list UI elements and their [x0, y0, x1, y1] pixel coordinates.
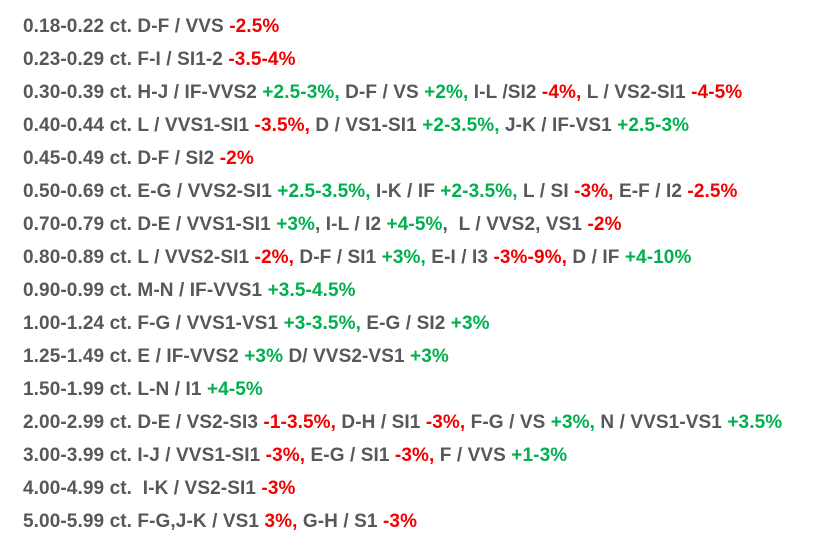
carat-grade-text: 0.80-0.89 ct. L / VVS2-SI1	[23, 247, 255, 268]
price-line: 4.00-4.99 ct. I-K / VS2-SI1 -3%	[23, 472, 826, 505]
price-change-down: -3%,	[394, 445, 435, 466]
price-change-up: +3.5-4.5%	[267, 280, 356, 301]
price-change-down: -3%	[382, 511, 418, 532]
carat-grade-text: F / VVS	[434, 445, 512, 466]
price-line: 1.00-1.24 ct. F-G / VVS1-VS1 +3-3.5%, E-…	[23, 307, 826, 340]
price-change-up: +4-10%	[624, 247, 692, 268]
price-change-up: +3.5%	[727, 412, 783, 433]
carat-grade-text: D-F / VS	[339, 82, 425, 103]
price-line: 3.00-3.99 ct. I-J / VVS1-SI1 -3%, E-G / …	[23, 439, 826, 472]
price-change-down: -3.5-4%	[228, 49, 296, 70]
price-change-down: -3%,	[425, 412, 466, 433]
price-line: 5.00-5.99 ct. F-G,J-K / VS1 3%, G-H / S1…	[23, 505, 826, 538]
carat-grade-text: E-G / SI2	[360, 313, 451, 334]
price-line: 0.18-0.22 ct. D-F / VVS -2.5%	[23, 10, 826, 43]
carat-grade-text: D / VS1-SI1	[310, 115, 423, 136]
price-change-up: +2.5-3.5%,	[277, 181, 371, 202]
price-change-up: +4-5%	[206, 379, 263, 400]
price-change-up: +2.5-3%,	[262, 82, 340, 103]
price-change-up: +3%	[450, 313, 490, 334]
price-line: 0.80-0.89 ct. L / VVS2-SI1 -2%, D-F / SI…	[23, 241, 826, 274]
carat-grade-text: E-I / I3	[425, 247, 494, 268]
carat-grade-text: 0.70-0.79 ct. D-E / VVS1-SI1	[23, 214, 277, 235]
price-line: 0.70-0.79 ct. D-E / VVS1-SI1 +3%, I-L / …	[23, 208, 826, 241]
price-change-down: 3%,	[264, 511, 298, 532]
price-change-up: +3%,	[550, 412, 595, 433]
carat-grade-text: N / VVS1-VS1	[595, 412, 728, 433]
carat-grade-text: 5.00-5.99 ct. F-G,J-K / VS1	[23, 511, 265, 532]
carat-grade-text: 1.50-1.99 ct. L-N / I1	[23, 379, 207, 400]
carat-grade-text: G-H / S1	[297, 511, 383, 532]
carat-grade-text: I-L /SI2	[468, 82, 542, 103]
price-line: 0.90-0.99 ct. M-N / IF-VVS1 +3.5-4.5%	[23, 274, 826, 307]
price-line: 0.30-0.39 ct. H-J / IF-VVS2 +2.5-3%, D-F…	[23, 76, 826, 109]
carat-grade-text: J-K / IF-VS1	[499, 115, 618, 136]
price-change-down: -3%-9%,	[493, 247, 568, 268]
carat-grade-text: L / VS2-SI1	[581, 82, 692, 103]
carat-grade-text: 0.18-0.22 ct. D-F / VVS	[23, 16, 230, 37]
carat-grade-text: , L / VVS2, VS1	[442, 214, 588, 235]
carat-grade-text: 1.25-1.49 ct. E / IF-VVS2	[23, 346, 245, 367]
carat-grade-text: 2.00-2.99 ct. D-E / VS2-SI3	[23, 412, 264, 433]
price-change-down: -3.5%,	[254, 115, 311, 136]
carat-grade-text: D-H / SI1	[336, 412, 426, 433]
price-change-up: +4-5%	[386, 214, 443, 235]
price-line: 1.25-1.49 ct. E / IF-VVS2 +3% D/ VVS2-VS…	[23, 340, 826, 373]
carat-grade-text: 0.90-0.99 ct. M-N / IF-VVS1	[23, 280, 268, 301]
price-change-up: +3%,	[381, 247, 426, 268]
price-change-down: -3%	[261, 478, 296, 499]
price-change-down: -2%	[219, 148, 254, 169]
price-change-up: +3%	[276, 214, 316, 235]
carat-grade-text: 0.40-0.44 ct. L / VVS1-SI1	[23, 115, 255, 136]
carat-grade-text: F-G / VS	[465, 412, 551, 433]
carat-grade-text: 4.00-4.99 ct. I-K / VS2-SI1	[23, 478, 262, 499]
carat-grade-text: 0.30-0.39 ct. H-J / IF-VVS2	[23, 82, 263, 103]
price-change-down: -3%,	[574, 181, 614, 202]
price-change-down: -4%,	[541, 82, 582, 103]
price-change-down: -3%,	[265, 445, 306, 466]
carat-grade-text: I-K / IF	[370, 181, 441, 202]
carat-grade-text: , I-L / I2	[315, 214, 387, 235]
carat-grade-text: 0.50-0.69 ct. E-G / VVS2-SI1	[23, 181, 278, 202]
price-line: 0.23-0.29 ct. F-I / SI1-2 -3.5-4%	[23, 43, 826, 76]
price-change-up: +1-3%	[511, 445, 568, 466]
price-change-down: -1-3.5%,	[263, 412, 337, 433]
price-change-up: +3-3.5%,	[283, 313, 361, 334]
price-change-down: -2%	[587, 214, 622, 235]
price-change-up: +3%	[244, 346, 284, 367]
carat-grade-text: 0.23-0.29 ct. F-I / SI1-2	[23, 49, 229, 70]
carat-grade-text: 1.00-1.24 ct. F-G / VVS1-VS1	[23, 313, 284, 334]
carat-grade-text: 0.45-0.49 ct. D-F / SI2	[23, 148, 220, 169]
price-change-down: -2.5%	[229, 16, 280, 37]
price-change-up: +2-3.5%,	[422, 115, 500, 136]
price-line: 1.50-1.99 ct. L-N / I1 +4-5%	[23, 373, 826, 406]
carat-grade-text: D-F / SI1	[294, 247, 382, 268]
price-line: 0.50-0.69 ct. E-G / VVS2-SI1 +2.5-3.5%, …	[23, 175, 826, 208]
price-change-up: +3%	[410, 346, 449, 367]
carat-grade-text: L / SI	[517, 181, 575, 202]
carat-grade-text: D / IF	[567, 247, 625, 268]
price-change-down: -2%,	[254, 247, 294, 268]
price-line: 0.45-0.49 ct. D-F / SI2 -2%	[23, 142, 826, 175]
price-change-down: -4-5%	[691, 82, 743, 103]
price-change-down: -2.5%	[687, 181, 738, 202]
price-change-up: +2.5-3%	[617, 115, 690, 136]
price-change-up: +2-3.5%,	[440, 181, 518, 202]
price-line: 2.00-2.99 ct. D-E / VS2-SI3 -1-3.5%, D-H…	[23, 406, 826, 439]
carat-grade-text: 3.00-3.99 ct. I-J / VVS1-SI1	[23, 445, 266, 466]
carat-grade-text: D/ VVS2-VS1	[283, 346, 411, 367]
price-line: 0.40-0.44 ct. L / VVS1-SI1 -3.5%, D / VS…	[23, 109, 826, 142]
carat-grade-text: E-F / I2	[613, 181, 688, 202]
price-change-up: +2%,	[424, 82, 469, 103]
carat-grade-text: E-G / SI1	[305, 445, 395, 466]
